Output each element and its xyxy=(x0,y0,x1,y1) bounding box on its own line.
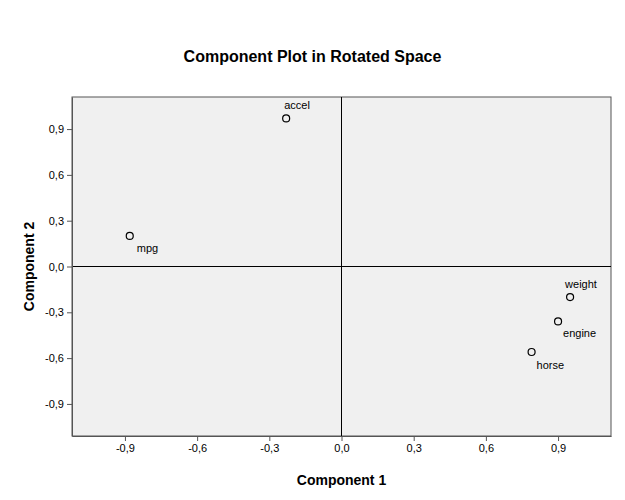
tick: -0,6 xyxy=(188,436,207,454)
tick-mark xyxy=(197,436,198,441)
tick: 0,6 xyxy=(49,169,72,181)
point-label: mpg xyxy=(137,242,158,254)
point-label: horse xyxy=(537,359,565,371)
tick: 0,3 xyxy=(407,436,422,454)
tick-label: 0,9 xyxy=(49,123,64,135)
tick-label: 0,6 xyxy=(49,169,64,181)
tick: 0,9 xyxy=(551,436,566,454)
tick: 0,6 xyxy=(479,436,494,454)
tick-label: -0,9 xyxy=(45,398,64,410)
tick-label: -0,6 xyxy=(45,352,64,364)
tick-label: -0,3 xyxy=(45,306,64,318)
tick-mark xyxy=(125,436,126,441)
tick-mark xyxy=(558,436,559,441)
point xyxy=(555,318,562,325)
tick-mark xyxy=(414,436,415,441)
tick-mark xyxy=(67,175,72,176)
point xyxy=(283,115,290,122)
point-label: engine xyxy=(563,327,596,339)
tick-mark xyxy=(67,129,72,130)
tick-label: -0,3 xyxy=(260,442,279,454)
tick-mark xyxy=(486,436,487,441)
x-axis: -0,9 -0,6 -0,3 0,0 0,3 0,6 0,9 xyxy=(73,436,612,454)
point xyxy=(126,232,133,239)
point-label: accel xyxy=(284,99,310,111)
y-axis: -0,9 -0,6 -0,3 0,0 0,3 0,6 0,9 xyxy=(45,98,72,437)
x-axis-title: Component 1 xyxy=(297,472,387,488)
plot: -0,9 -0,6 -0,3 0,0 0,3 0,6 0,9 -0,9 -0,6 -0,3 0,0 0… xyxy=(45,97,611,454)
zero-line-y xyxy=(72,266,611,267)
tick-mark xyxy=(67,267,72,268)
tick-label: 0,0 xyxy=(49,261,64,273)
tick-mark xyxy=(67,312,72,313)
point xyxy=(567,294,574,301)
axis-line xyxy=(72,98,73,437)
tick-mark xyxy=(342,436,343,441)
point xyxy=(528,349,535,356)
tick-label: -0,6 xyxy=(188,442,207,454)
tick: 0,0 xyxy=(49,261,72,273)
chart: Component Plot in Rotated Space-0,9-0,6-… xyxy=(0,0,625,500)
point-labels: accel mpg weight engine horse xyxy=(137,99,597,371)
points xyxy=(126,115,573,356)
tick-mark xyxy=(269,436,270,441)
tick-label: 0,9 xyxy=(551,442,566,454)
title: Component Plot in Rotated Space xyxy=(184,48,442,65)
tick: -0,9 xyxy=(45,398,72,410)
tick-label: 0,3 xyxy=(407,442,422,454)
tick-label: 0,3 xyxy=(49,215,64,227)
tick-mark xyxy=(67,358,72,359)
plot-background xyxy=(72,97,611,436)
point-label: weight xyxy=(564,278,597,290)
tick-label: 0,0 xyxy=(334,442,349,454)
y-axis-title: Component 2 xyxy=(21,222,37,312)
tick-label: 0,6 xyxy=(479,442,494,454)
tick: -0,3 xyxy=(45,306,72,318)
tick: -0,3 xyxy=(260,436,279,454)
tick: -0,9 xyxy=(116,436,135,454)
tick: 0,3 xyxy=(49,215,72,227)
tick-label: -0,9 xyxy=(116,442,135,454)
tick-mark xyxy=(67,404,72,405)
tick: 0,9 xyxy=(49,123,72,135)
tick-mark xyxy=(67,221,72,222)
tick: -0,6 xyxy=(45,352,72,364)
tick: 0,0 xyxy=(334,436,349,454)
